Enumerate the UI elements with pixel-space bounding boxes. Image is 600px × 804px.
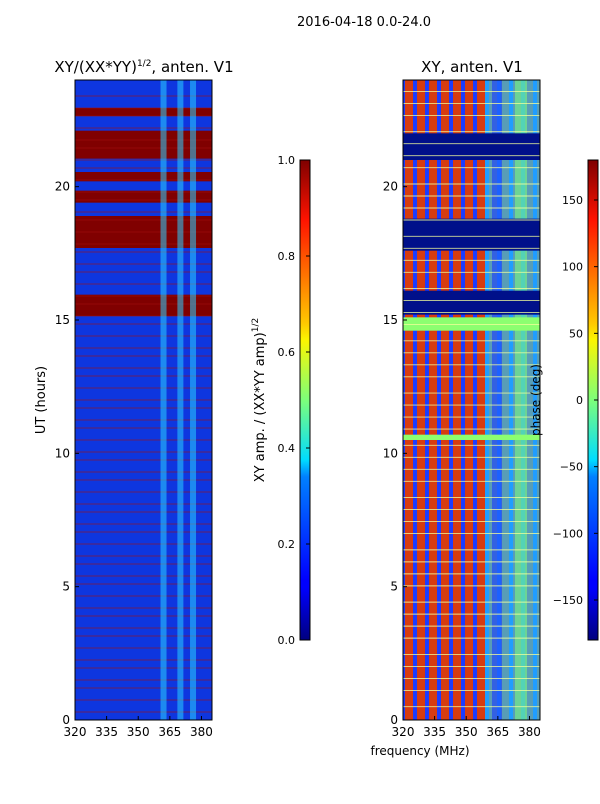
y-tick-label: 20: [55, 180, 70, 194]
y-tick-label: 5: [390, 580, 398, 594]
x-tick-label: 350: [455, 725, 478, 739]
phase-x-axis-label: frequency (MHz): [370, 744, 469, 758]
colorbar-tick-label: 0.2: [278, 538, 296, 551]
colorbar-tick-label: 0.6: [278, 346, 296, 359]
y-tick-label: 15: [55, 313, 70, 327]
phase-dark-block: [403, 218, 540, 251]
amp-rfi-channels: [160, 80, 197, 720]
phase-colorbar-label: phase (deg): [529, 364, 543, 436]
phase-colorbar-ticks: −150 −100 −50 0 50 100 150: [553, 194, 598, 607]
x-tick-label: 320: [392, 725, 415, 739]
colorbar-tick-label: 1.0: [278, 154, 296, 167]
phase-blocks: [403, 133, 540, 440]
amp-colorbar-label: XY amp. / (XX*YY amp)1/2: [251, 318, 268, 482]
x-tick-label: 335: [95, 725, 118, 739]
phase-dark-block: [403, 290, 540, 315]
amp-x-ticks: 320 335 350 365 380: [64, 716, 213, 739]
y-tick-label: 20: [383, 180, 398, 194]
amp-flagged-block: [75, 172, 212, 182]
figure-title: 2016-04-18 0.0-24.0: [297, 15, 431, 30]
amp-colorbar: [299, 159, 311, 641]
amp-y-ticks: 0 5 10 15 20: [55, 180, 79, 727]
colorbar-tick-label: 0.8: [278, 250, 296, 263]
phase-y-ticks: 0 5 10 15 20: [383, 180, 407, 727]
colorbar-tick-label: 100: [562, 261, 583, 274]
amp-rfi-column: [177, 80, 184, 720]
y-tick-label: 0: [390, 713, 398, 727]
colorbar-tick-label: 0.0: [278, 634, 296, 647]
x-tick-label: 320: [64, 725, 87, 739]
amp-colorbar-ticks: 0.0 0.2 0.4 0.6 0.8 1.0: [278, 154, 310, 647]
phase-axes-frame: [402, 79, 541, 721]
colorbar-tick-label: 50: [569, 327, 583, 340]
amp-heatmap: [75, 80, 212, 720]
colorbar-tick-label: −150: [553, 594, 583, 607]
amp-axes-frame: [74, 79, 213, 721]
y-tick-label: 10: [55, 446, 70, 460]
phase-x-ticks: 320 335 350 365 380: [392, 716, 541, 739]
amp-rfi-column: [160, 80, 167, 720]
colorbar-tick-label: 150: [562, 194, 583, 207]
amp-panel-title: XY/(XX*YY)1/2, anten. V1: [54, 58, 233, 76]
amp-flag-lines: [75, 95, 212, 713]
y-tick-label: 10: [383, 446, 398, 460]
colorbar-tick-label: −50: [560, 461, 583, 474]
colorbar-tick-label: 0: [576, 394, 583, 407]
phase-heatmap: [403, 80, 540, 720]
x-tick-label: 350: [127, 725, 150, 739]
phase-panel-title: XY, anten. V1: [421, 58, 523, 76]
y-tick-label: 15: [383, 313, 398, 327]
amp-flagged-block: [75, 108, 212, 116]
phase-green-block: [403, 317, 540, 331]
x-tick-label: 380: [518, 725, 541, 739]
phase-flag-lines: [403, 91, 540, 708]
y-tick-label: 0: [62, 713, 70, 727]
colorbar-tick-label: 0.4: [278, 442, 296, 455]
phase-green-block: [403, 434, 540, 440]
amp-rfi-column: [190, 80, 197, 720]
x-tick-label: 335: [423, 725, 446, 739]
colorbar-tick-label: −100: [553, 527, 583, 540]
y-tick-label: 5: [62, 580, 70, 594]
amp-flagged-block: [75, 130, 212, 159]
amp-y-axis-label: UT (hours): [34, 366, 49, 434]
x-tick-label: 380: [190, 725, 213, 739]
x-tick-label: 365: [486, 725, 509, 739]
x-tick-label: 365: [158, 725, 181, 739]
